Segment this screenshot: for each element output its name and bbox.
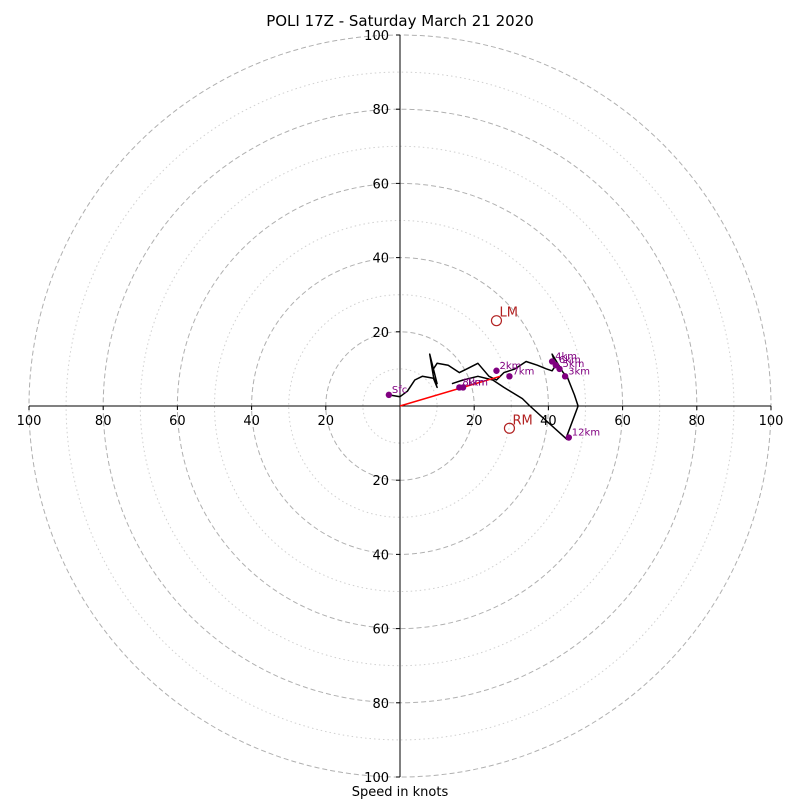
storm-motion-marker-RM — [503, 422, 516, 434]
y-tick-label: 40 — [372, 252, 389, 267]
storm-motion-label-RM: RM — [512, 413, 532, 428]
y-tick-label: 40 — [372, 548, 389, 563]
x-tick-label: 60 — [169, 414, 186, 429]
x-tick-label: 100 — [17, 414, 42, 429]
hodograph-trace — [388, 353, 579, 441]
height-marker-3km — [561, 373, 569, 380]
x-tick-label: 100 — [759, 414, 784, 429]
height-marker-6km — [552, 361, 560, 369]
height-label-8km: 8km — [462, 377, 484, 388]
height-marker-8km — [456, 384, 463, 391]
height-label-1km: 1km — [466, 377, 488, 388]
x-tick-label: 80 — [95, 414, 112, 429]
height-label-3km: 3km — [568, 366, 590, 377]
x-tick-label: 40 — [243, 414, 260, 429]
y-tick-label: 80 — [372, 103, 389, 118]
y-tick-label: 20 — [372, 474, 389, 489]
y-tick-label: 100 — [364, 29, 389, 44]
x-tick-label: 40 — [540, 414, 557, 429]
height-label-5km: 5km — [563, 359, 585, 370]
height-marker-12km — [565, 434, 573, 441]
storm-motion-label-LM: LM — [499, 306, 517, 321]
chart-title: POLI 17Z - Saturday March 21 2020 — [266, 12, 534, 30]
height-label-6km: 6km — [559, 355, 581, 366]
y-tick-label: 100 — [364, 771, 389, 786]
height-label-4km: 4km — [555, 351, 577, 362]
x-tick-label: 80 — [689, 414, 706, 429]
height-marker-Sfc — [385, 391, 393, 399]
storm-motion-marker-LM — [490, 315, 503, 327]
height-label-2km: 2km — [499, 361, 521, 372]
x-tick-label: 20 — [318, 414, 335, 429]
height-label-7km: 7km — [512, 366, 534, 377]
height-label-12km: 12km — [572, 428, 600, 439]
x-axis-label: Speed in knots — [352, 785, 449, 800]
tick-labels: 100 100 80 80 60 60 40 40 20 20 20 20 40 40 60 60 80 80 10… — [17, 29, 784, 786]
y-tick-label: 60 — [372, 623, 389, 638]
mean-wind-vector — [399, 375, 501, 407]
x-tick-label: 60 — [614, 414, 631, 429]
x-tick-label: 20 — [466, 414, 483, 429]
height-marker-2km — [493, 367, 500, 374]
height-marker-7km — [506, 373, 513, 380]
y-tick-label: 80 — [372, 697, 389, 712]
y-tick-label: 60 — [372, 177, 389, 192]
y-tick-label: 20 — [372, 326, 389, 341]
height-label-Sfc: Sfc — [392, 385, 407, 396]
